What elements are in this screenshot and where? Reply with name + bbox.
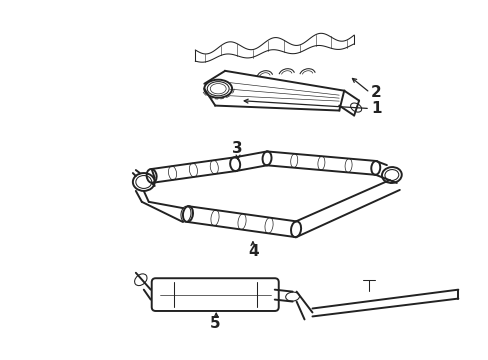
Text: 4: 4	[247, 244, 258, 259]
Text: 2: 2	[370, 85, 381, 100]
Text: 3: 3	[232, 141, 242, 156]
Text: 1: 1	[370, 101, 381, 116]
Text: 5: 5	[210, 316, 221, 332]
